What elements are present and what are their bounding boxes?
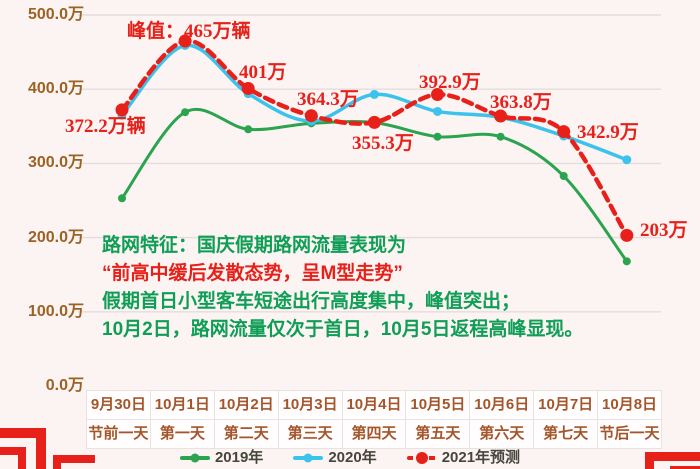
meander-ornament-bottom-left-second	[53, 455, 95, 469]
x-axis-day-cell: 第一天	[150, 420, 215, 449]
legend-dot-icon	[190, 453, 200, 463]
x-axis-date-cell: 10月3日	[278, 391, 343, 420]
data-label: 401万	[239, 62, 287, 83]
note-line: “前高中缓后发散态势，呈M型走势”	[102, 263, 403, 284]
note-line: 假期首日小型客车短途出行高度集中，峰值突出；	[102, 291, 521, 312]
legend-label: 2019年	[214, 449, 264, 466]
x-axis-day-cell: 第五天	[406, 420, 471, 449]
x-axis-date-cell: 10月1日	[150, 391, 215, 420]
note-line: 路网特征：国庆假期路网流量表现为	[102, 235, 407, 256]
meander-ornament-bottom-left-outer	[0, 428, 46, 469]
data-point-2020年	[433, 106, 442, 116]
data-point-2021年预测	[241, 81, 255, 95]
data-label: 355.3万	[352, 133, 414, 154]
y-axis-tick: 400.0万	[27, 80, 84, 98]
y-axis-tick: 500.0万	[27, 6, 84, 23]
x-axis-day-cell: 第四天	[342, 420, 407, 449]
x-axis-date-cell: 10月2日	[214, 391, 279, 420]
data-point-2019年	[433, 132, 442, 141]
legend-item: 2019年	[179, 449, 264, 466]
y-axis-tick: 200.0万	[27, 228, 84, 246]
data-label: 372.2万辆	[65, 116, 146, 137]
y-axis-tick: 100.0万	[27, 302, 84, 320]
data-point-2019年	[244, 125, 253, 134]
x-axis-day-cell: 节后一天	[598, 420, 662, 449]
x-axis-day-cell: 第三天	[278, 420, 343, 449]
legend-line-icon	[293, 453, 324, 463]
x-axis-table: 9月30日 10月1日 10月2日 10月3日 10月4日 10月5日 10月6日 10月7日…	[86, 390, 662, 449]
x-axis-date-cell: 10月6日	[470, 391, 535, 420]
y-axis-tick: 0.0万	[45, 377, 84, 394]
legend-label: 2020年	[328, 449, 377, 466]
x-axis-date-cell: 10月8日	[598, 391, 662, 420]
data-point-2021年预测	[431, 87, 444, 101]
data-point-2021年预测	[620, 228, 634, 242]
data-point-2021年预测	[367, 115, 381, 129]
data-label: 364.3万	[297, 89, 359, 110]
data-point-2021年预测	[115, 103, 129, 117]
data-point-2020年	[369, 89, 379, 99]
x-axis-day-cell: 第六天	[470, 420, 535, 449]
data-point-2021年预测	[178, 34, 192, 48]
data-label: 峰值：465万辆	[127, 21, 251, 42]
data-label: 392.9万	[419, 72, 481, 93]
x-axis-date-cell: 9月30日	[87, 391, 151, 420]
legend-label: 2021年预测	[441, 449, 521, 466]
meander-ornament-bottom-right-outer	[645, 452, 700, 469]
meander-ornament-bottom-right-inner	[670, 466, 700, 469]
data-point-2019年	[496, 132, 505, 141]
legend-dot-icon	[303, 453, 313, 463]
data-point-2021年预测	[494, 109, 508, 123]
chart-legend: 2019年 2020年 2021年预测	[0, 448, 700, 468]
meander-ornament-bottom-left-inner	[0, 447, 26, 469]
legend-line-icon	[179, 453, 210, 463]
data-point-2019年	[559, 172, 568, 181]
x-axis-date-row: 9月30日 10月1日 10月2日 10月3日 10月4日 10月5日 10月6日 10月7日…	[87, 391, 662, 420]
note-line: 10月2日，路网流量仅次于首日，10月5日返程高峰显现。	[102, 319, 584, 340]
x-axis-date-cell: 10月4日	[342, 391, 407, 420]
data-point-2021年预测	[557, 125, 571, 139]
analysis-note-block: 路网特征：国庆假期路网流量表现为 “前高中缓后发散态势，呈M型走势” 假期首日小型客…	[102, 232, 583, 344]
x-axis-day-cell: 节前一天	[87, 420, 151, 449]
data-point-2021年预测	[304, 109, 318, 123]
x-axis-day-cell: 第七天	[534, 420, 599, 449]
legend-line-icon	[406, 452, 437, 464]
data-label: 203万	[640, 220, 688, 241]
x-axis-date-cell: 10月7日	[534, 391, 599, 420]
legend-item: 2020年	[293, 449, 377, 466]
x-axis-day-row: 节前一天 第一天 第二天 第三天 第四天 第五天 第六天 第七天 节后一天	[87, 420, 662, 449]
data-point-2019年	[181, 108, 190, 117]
x-axis-date-cell: 10月5日	[406, 391, 471, 420]
data-point-2019年	[622, 257, 631, 266]
data-label: 342.9万	[577, 122, 639, 143]
y-axis-tick: 300.0万	[27, 154, 84, 172]
data-point-2020年	[622, 155, 632, 165]
data-point-2019年	[118, 194, 126, 203]
x-axis-day-cell: 第二天	[214, 420, 279, 449]
legend-dot-icon	[415, 452, 428, 464]
legend-item: 2021年预测	[406, 449, 521, 466]
data-label: 363.8万	[490, 92, 552, 113]
